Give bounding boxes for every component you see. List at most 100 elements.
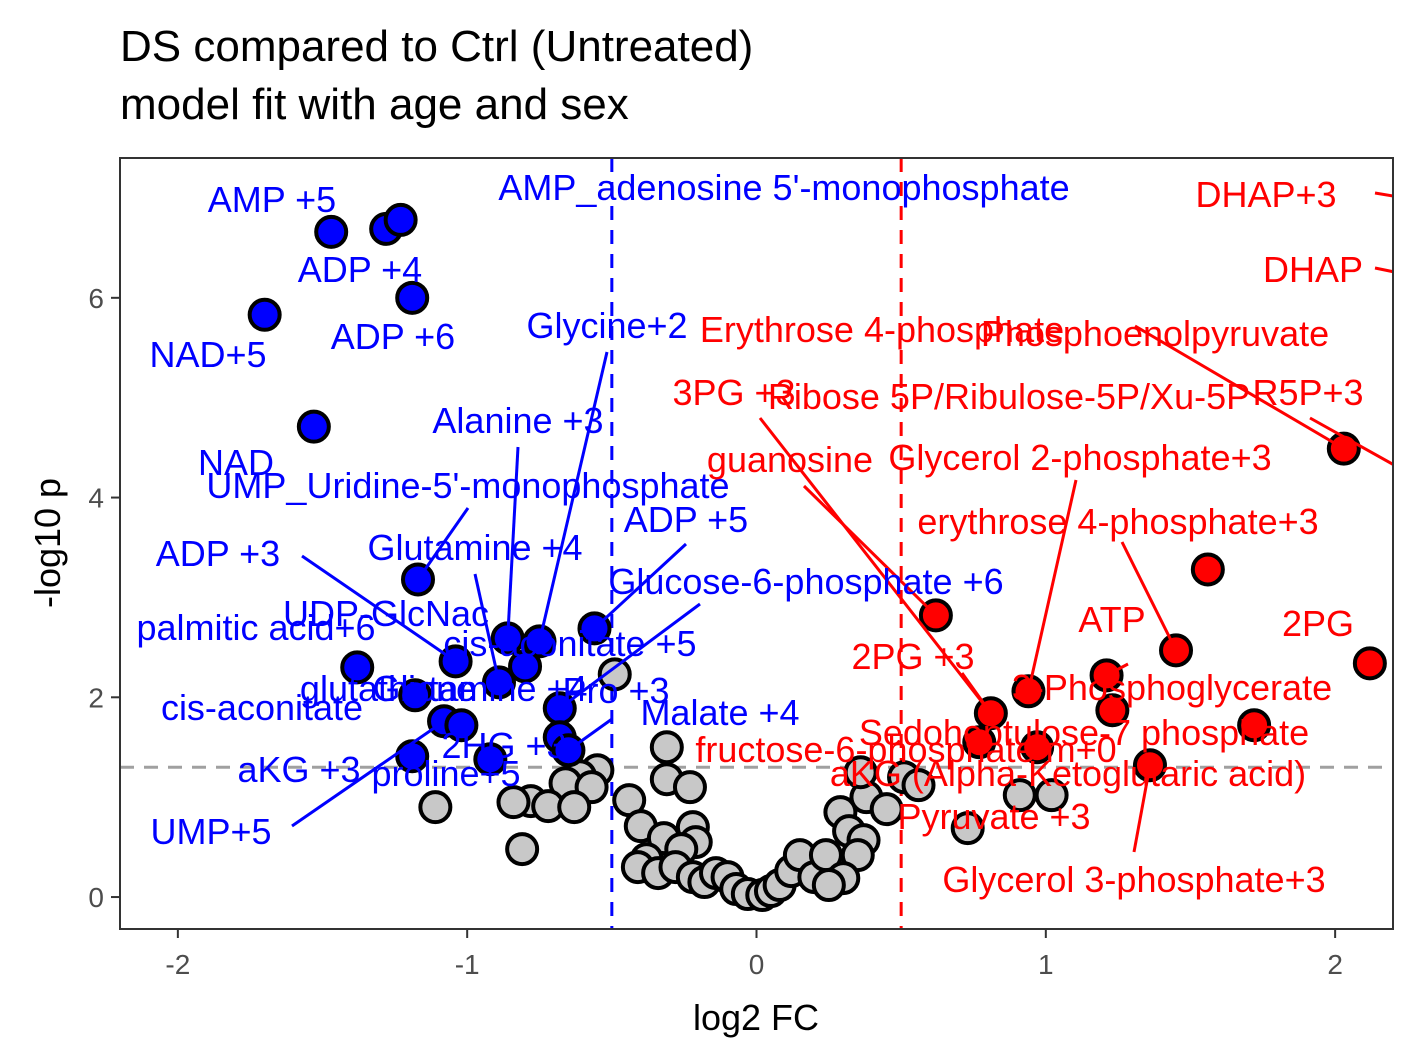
point-label: ADP +4: [298, 249, 422, 290]
point-ns: [672, 770, 707, 805]
label-connector: [1309, 416, 1393, 467]
point-up: [962, 725, 997, 760]
label-connector: [758, 417, 993, 715]
label-connector: [593, 542, 688, 630]
point-label: 3-Phosphoglycerate: [1012, 667, 1332, 708]
x-axis-title: log2 FC: [693, 997, 819, 1038]
point-label: Erythrose 4-phosphate: [700, 309, 1064, 350]
x-tick-label: 0: [749, 949, 765, 980]
point-label: aKG +3: [237, 749, 360, 790]
point-ns: [496, 785, 531, 820]
label-connector: [1105, 662, 1129, 677]
point-down: [383, 202, 418, 237]
label-connector: [802, 484, 937, 617]
label-connector: [1026, 479, 1078, 692]
point-label: Glucose-6-phosphate +6: [608, 561, 1003, 602]
point-label: Glutamine +4: [367, 527, 582, 568]
point-label: AMP_adenosine 5'-monophosphate: [498, 167, 1069, 208]
point-label: NAD+5: [149, 334, 266, 375]
point-label: Pyruvate +3: [897, 796, 1090, 837]
point-label: ADP +6: [331, 316, 455, 357]
point-up: [1190, 552, 1225, 587]
point-label: UMP_Uridine-5'-monophosphate: [206, 465, 729, 506]
point-label: palmitic acid+6: [136, 607, 375, 648]
point-label: Glycerol 3-phosphate+3: [942, 859, 1325, 900]
x-tick-label: -1: [455, 949, 480, 980]
point-up: [1237, 708, 1272, 743]
point-up: [1020, 730, 1055, 765]
label-connector: [301, 554, 457, 663]
point-label: 2HG +3: [441, 725, 566, 766]
point-label: ADP +5: [624, 499, 748, 540]
point-down: [444, 708, 479, 743]
point-ns: [901, 768, 936, 803]
point-label: erythrose 4-phosphate+3: [917, 501, 1318, 542]
point-ns: [811, 868, 846, 903]
point-label: ATP: [1078, 599, 1145, 640]
point-ns: [1034, 778, 1069, 813]
point-label: glutathione: [300, 668, 476, 709]
point-label: proline+5: [371, 753, 520, 794]
point-label: Alanine +3: [432, 400, 603, 441]
point-label: Glycine+2: [526, 305, 687, 346]
point-label: Glutamine +4: [372, 668, 587, 709]
x-tick-label: -2: [165, 949, 190, 980]
point-ns: [869, 792, 904, 827]
point-label: aKG (Alpha-Ketoglutaric acid): [830, 753, 1306, 794]
point-down: [296, 409, 331, 444]
y-axis-title: -log10 p: [27, 478, 68, 608]
point-label: guanosine: [707, 439, 873, 480]
point-down: [395, 280, 430, 315]
point-ns: [505, 832, 540, 867]
point-label: Malate +4: [640, 692, 799, 733]
point-ns: [418, 790, 453, 825]
point-down: [247, 297, 282, 332]
x-tick-label: 2: [1327, 949, 1343, 980]
point-label: ADP +3: [156, 533, 280, 574]
point-label: cis-aconitate +5: [443, 623, 696, 664]
point-up: [1352, 646, 1387, 681]
y-tick-label: 2: [88, 682, 104, 713]
point-label: fructose-6-phosphate m+0: [695, 729, 1116, 770]
point-down: [508, 649, 543, 684]
label-connector: [506, 446, 520, 639]
point-down: [473, 742, 508, 777]
point-label: UDP-GlcNac: [283, 593, 489, 634]
point-up: [1095, 693, 1130, 728]
point-label: Glycerol 2-phosphate+3: [888, 437, 1271, 478]
point-down: [340, 650, 375, 685]
label-connector: [1132, 764, 1152, 853]
point-down: [398, 678, 433, 713]
point-ns: [597, 657, 632, 692]
label-connector: [960, 672, 993, 715]
point-label: Phosphoenolpyruvate: [981, 313, 1329, 354]
chart-title-line-1: DS compared to Ctrl (Untreated): [120, 22, 754, 71]
point-label: R5P+3: [1252, 372, 1363, 413]
point-label: 2PG: [1282, 603, 1354, 644]
point-label: DHAP: [1263, 249, 1363, 290]
label-connector: [1134, 324, 1345, 450]
label-connector: [558, 602, 701, 710]
y-tick-label: 4: [88, 483, 104, 514]
y-tick-label: 6: [88, 283, 104, 314]
point-label: NAD: [198, 442, 274, 483]
point-label: cis-aconitate: [161, 687, 363, 728]
point-ns: [649, 730, 684, 765]
point-ns: [557, 790, 592, 825]
point-label: Sedoheptulose-7 phosphate: [859, 712, 1309, 753]
label-connector: [1120, 541, 1178, 652]
point-label: 2PG +3: [851, 636, 974, 677]
label-connector: [538, 351, 609, 642]
label-connector: [473, 573, 501, 683]
label-connector: [1374, 191, 1393, 198]
point-ns: [950, 811, 985, 846]
point-label: Ribose 5P/Ribulose-5P/Xu-5P: [768, 376, 1250, 417]
point-label: AMP +5: [208, 179, 336, 220]
point-down: [314, 214, 349, 249]
label-connector: [1374, 266, 1393, 274]
y-tick-label: 0: [88, 882, 104, 913]
point-label: UMP+5: [150, 811, 271, 852]
point-label: Pro +3: [562, 670, 669, 711]
label-connector: [567, 717, 613, 752]
